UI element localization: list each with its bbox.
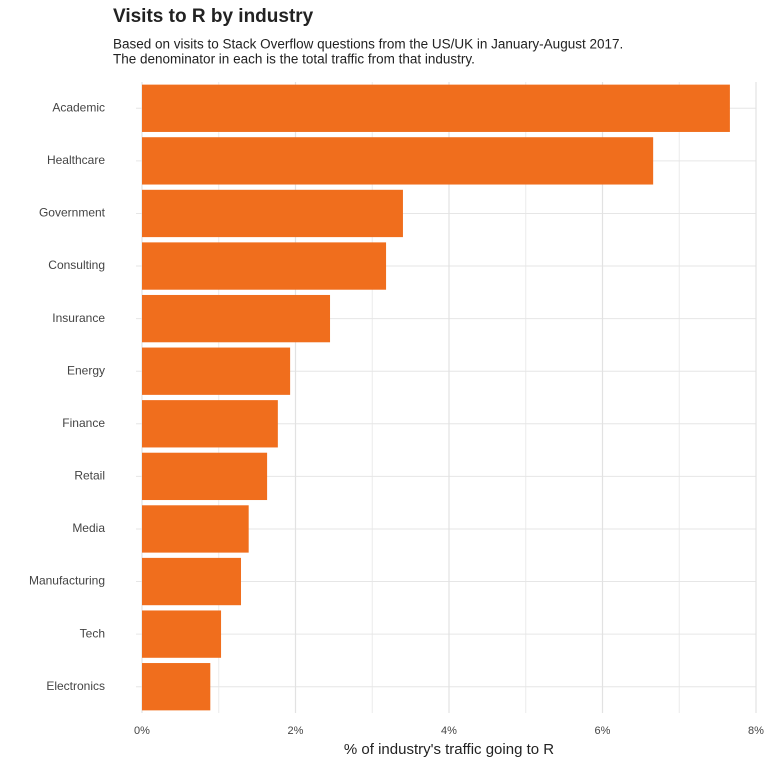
bar xyxy=(142,557,242,606)
y-tick-label: Finance xyxy=(62,416,105,430)
y-tick-label: Academic xyxy=(52,100,105,114)
x-tick-label: 8% xyxy=(748,725,764,737)
y-tick-label: Media xyxy=(72,521,105,535)
y-tick-label: Energy xyxy=(67,363,105,377)
x-tick-label: 0% xyxy=(134,725,150,737)
bar xyxy=(142,610,222,658)
bar xyxy=(142,347,291,395)
bar xyxy=(142,400,278,448)
x-tick-label: 6% xyxy=(595,725,611,737)
bar xyxy=(142,663,211,711)
y-tick-label: Consulting xyxy=(48,258,105,272)
bar xyxy=(142,505,249,553)
x-axis-label: % of industry's traffic going to R xyxy=(344,741,554,758)
x-tick-label: 2% xyxy=(288,725,304,737)
y-tick-label: Manufacturing xyxy=(29,574,105,588)
y-tick-label: Retail xyxy=(74,469,105,483)
bar xyxy=(142,242,387,290)
y-tick-label: Government xyxy=(39,206,106,220)
bar xyxy=(142,137,654,185)
y-tick-label: Electronics xyxy=(46,679,105,693)
y-tick-label: Tech xyxy=(80,626,105,640)
bar xyxy=(142,294,331,343)
chart-title: Visits to R by industry xyxy=(113,6,314,27)
bar xyxy=(142,189,403,238)
bar xyxy=(142,84,730,132)
y-tick-label: Insurance xyxy=(52,311,105,325)
y-tick-label: Healthcare xyxy=(47,153,105,167)
chart-subtitle: Based on visits to Stack Overflow questi… xyxy=(113,37,623,52)
chart-subtitle: The denominator in each is the total tra… xyxy=(113,52,475,67)
x-tick-label: 4% xyxy=(441,725,457,737)
bar xyxy=(142,452,268,501)
